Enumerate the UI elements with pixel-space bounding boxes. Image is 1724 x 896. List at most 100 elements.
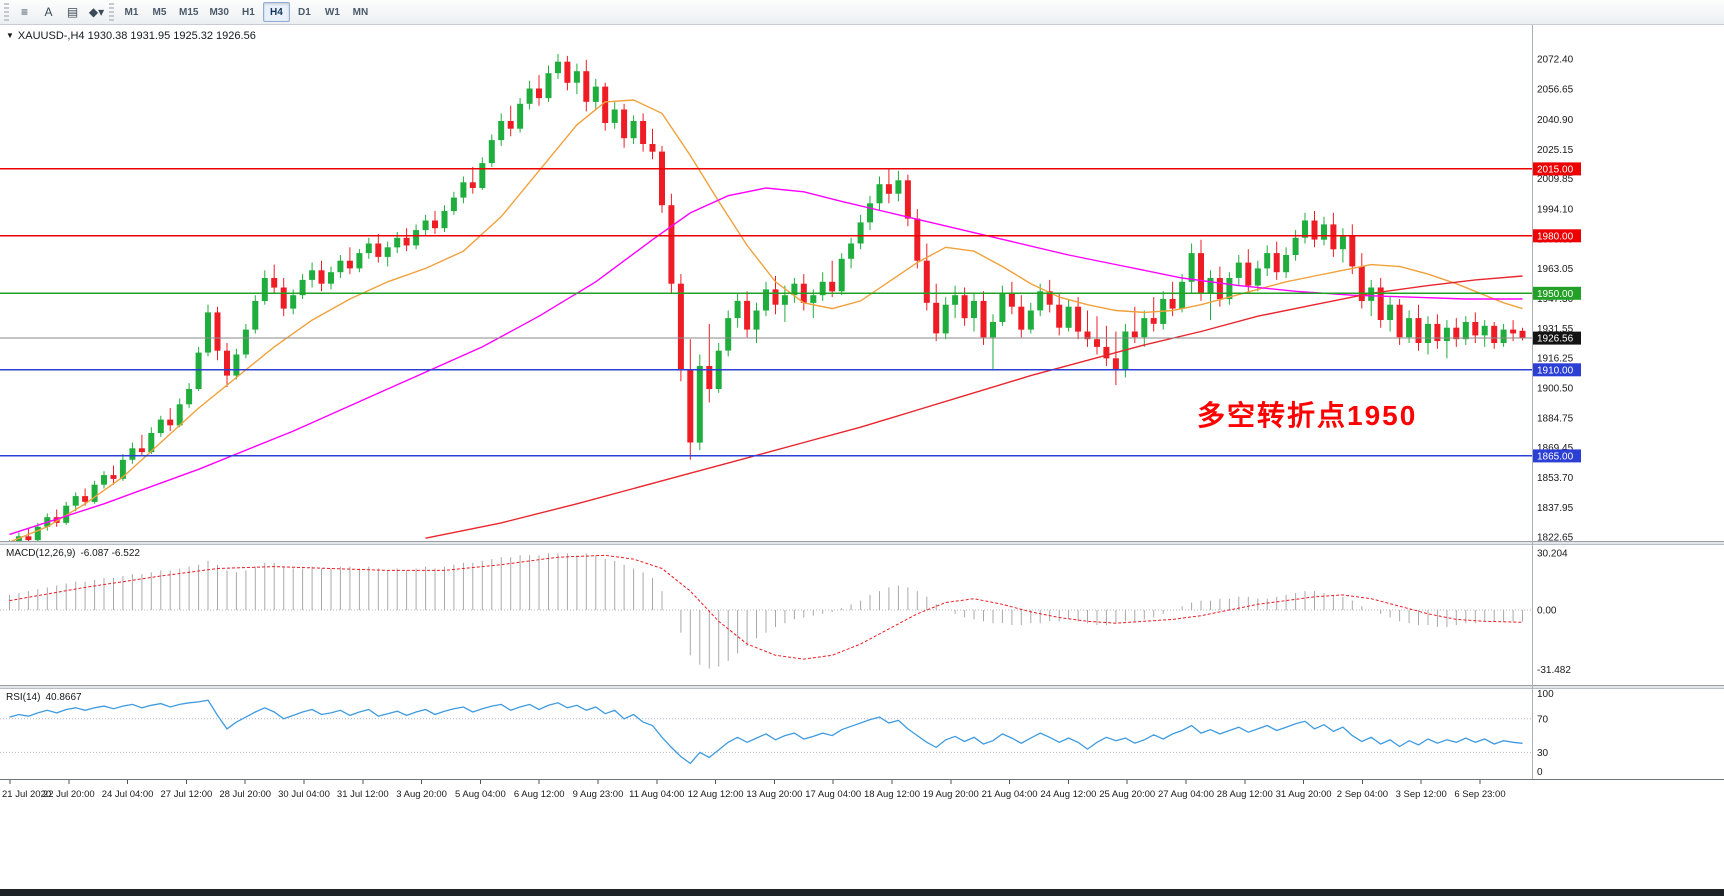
candle-body: [1008, 293, 1015, 307]
candle-body: [1330, 224, 1337, 250]
ma-line-medium: [9, 187, 1523, 536]
shapes-dropdown-icon[interactable]: ◆▾: [88, 5, 105, 19]
price-scale-label: 1900.50: [1537, 384, 1574, 395]
candle-body: [1027, 310, 1034, 330]
timeframe-button-w1[interactable]: W1: [324, 6, 340, 18]
rsi-scale-label: 30: [1537, 748, 1549, 759]
candle-body: [148, 433, 155, 453]
candle-body: [1018, 306, 1025, 330]
candle-body: [328, 272, 334, 284]
candle-body: [1046, 291, 1053, 305]
panel-separator[interactable]: [0, 541, 1724, 545]
time-axis-label: 11 Aug 04:00: [629, 789, 684, 800]
candle-body: [876, 184, 883, 204]
candle-body: [460, 182, 467, 198]
price-badge: [1533, 162, 1581, 176]
candle-body: [337, 260, 344, 273]
candle-body: [933, 302, 940, 334]
price-scale[interactable]: 2072.40 2056.65 2040.90 2025.15 2009.85 1994.…: [1533, 55, 1581, 544]
price-badge-label: 2015.00: [1537, 164, 1574, 175]
candle-body: [403, 237, 410, 246]
candle-body: [1349, 235, 1356, 267]
price-scale-label: 1869.45: [1537, 443, 1574, 454]
candle-body: [1056, 304, 1063, 328]
timeframe-button-m5[interactable]: M5: [152, 6, 167, 18]
timeframe-button-m15[interactable]: M15: [179, 6, 199, 18]
candle-body: [611, 109, 618, 123]
candle-body: [857, 222, 864, 244]
candle-body: [583, 71, 590, 102]
timeframe-button-m1[interactable]: M1: [124, 6, 139, 18]
candle-body: [119, 459, 126, 479]
toolbar-grip[interactable]: [4, 3, 9, 21]
price-scale-label: 1994.10: [1537, 204, 1574, 215]
rsi-scale: 100 70 30 0: [1537, 689, 1554, 778]
price-scale-label: 2025.15: [1537, 145, 1574, 156]
timeframe-button-h1[interactable]: H1: [242, 6, 255, 18]
price-scale-label: 1916.25: [1537, 353, 1574, 364]
candle-body: [545, 73, 552, 99]
candle-body: [687, 369, 694, 443]
candle-body: [971, 300, 977, 319]
candle-body: [1453, 327, 1460, 340]
candle-body: [110, 475, 117, 479]
candle-body: [621, 109, 628, 139]
candle-body: [602, 86, 609, 123]
candle-body: [649, 144, 656, 152]
charts-menu-icon[interactable]: ≡: [20, 5, 28, 19]
candle-body: [640, 121, 647, 144]
candle-body: [990, 322, 996, 338]
candle-body: [63, 505, 70, 523]
price-scale-label: 2056.65: [1537, 85, 1574, 96]
time-axis-label: 5 Aug 04:00: [455, 789, 506, 800]
candle-body: [375, 243, 382, 257]
price-scale-label: 1837.95: [1537, 503, 1574, 514]
candle-body: [1311, 220, 1318, 240]
price-scale-label: 2072.40: [1537, 55, 1574, 66]
rsi-scale-label: 100: [1537, 689, 1554, 700]
candle-body: [129, 448, 136, 460]
candle-body: [1368, 287, 1375, 301]
template-icon[interactable]: ▤: [66, 5, 79, 19]
candle-body: [961, 295, 968, 319]
candle-body: [1406, 318, 1413, 338]
candle-body: [677, 283, 684, 370]
timeframe-group: M1 M5 M15 M30 H1 H4 D1 W1 MN: [118, 2, 374, 22]
candle-body: [904, 180, 911, 219]
candle-body: [271, 278, 278, 288]
candle-body: [1254, 268, 1261, 286]
candle-body: [309, 270, 316, 280]
candle-body: [205, 312, 211, 353]
symbol-dropdown-icon[interactable]: ▼: [6, 31, 14, 40]
price-badge-label: 1926.56: [1537, 334, 1574, 345]
timeframe-button-h4[interactable]: H4: [262, 2, 290, 22]
candle-body: [413, 230, 420, 246]
candle-body: [53, 517, 60, 523]
chart-annotation[interactable]: 多空转折点1950: [1197, 400, 1418, 431]
timeframe-button-d1[interactable]: D1: [298, 6, 311, 18]
candle-body: [1094, 339, 1100, 347]
price-badge: [1533, 286, 1581, 300]
timeframe-button-m30[interactable]: M30: [209, 6, 229, 18]
candle-body: [668, 205, 675, 284]
candle-body: [952, 295, 959, 305]
candle-body: [1112, 358, 1119, 370]
time-axis-label: 19 Aug 20:00: [923, 789, 979, 800]
candle-body: [1226, 278, 1233, 300]
time-axis-label: 24 Aug 12:00: [1040, 789, 1096, 800]
panel-separator[interactable]: [0, 685, 1724, 689]
font-annotation-icon[interactable]: A: [44, 5, 53, 19]
candle-body: [72, 496, 79, 506]
candle-body: [791, 283, 798, 296]
candle-body: [1500, 329, 1507, 343]
toolbar-grip[interactable]: [109, 3, 114, 21]
timeframe-button-mn[interactable]: MN: [352, 6, 369, 18]
main-chart-panel[interactable]: [0, 54, 1532, 556]
candle-body: [630, 121, 637, 139]
candle-body: [696, 366, 703, 443]
candle-body: [450, 197, 457, 211]
candle-body: [1150, 318, 1157, 324]
time-axis-label: 6 Sep 23:00: [1454, 789, 1505, 800]
